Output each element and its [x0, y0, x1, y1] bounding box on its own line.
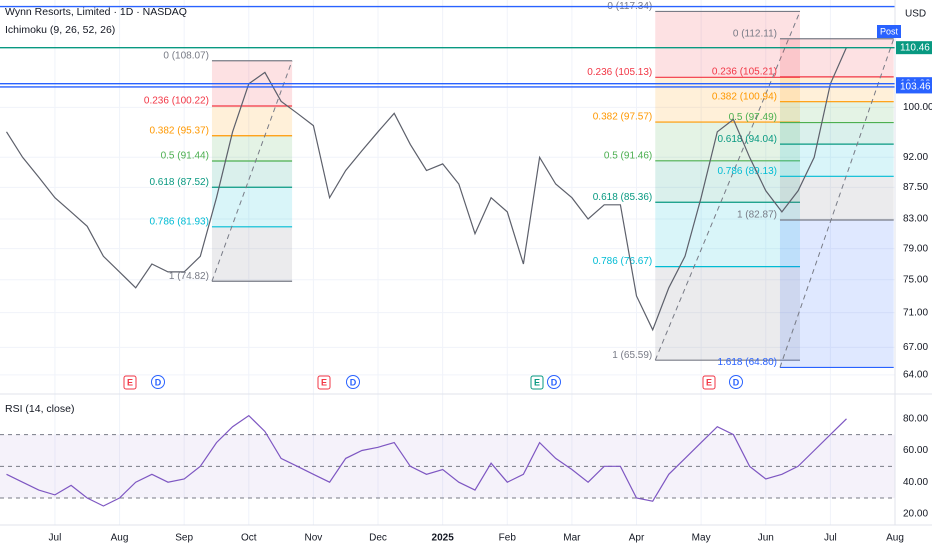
event: E: [321, 377, 327, 387]
y-tick-label: 92.00: [903, 152, 928, 163]
x-tick-label: Dec: [369, 533, 387, 544]
fib-label: 0.382 (97.57): [593, 112, 653, 123]
fib-zone: [655, 266, 801, 361]
event-icon: [346, 375, 360, 389]
fib-zone: [779, 76, 894, 102]
fib-zone: [655, 11, 801, 78]
fib-label: 0.786 (89.13): [717, 166, 777, 177]
fib-label: 1.618 (64.80): [717, 357, 777, 368]
x-tick-label: Jul: [824, 533, 837, 544]
y-tick-label: 79.00: [903, 243, 928, 254]
line-series: [5, 47, 848, 332]
price-badge: [896, 80, 932, 94]
fib-zone: [655, 160, 801, 203]
line-series: [6, 414, 847, 507]
price-badge: [896, 41, 932, 55]
fib-label: 0.382 (100.94): [712, 91, 777, 102]
fib-zone: [211, 105, 293, 136]
currency: USD: [905, 9, 926, 20]
y-tick-label: 100.00: [903, 102, 932, 113]
fib-zone: [211, 187, 293, 227]
x-tick-label: Sep: [175, 533, 193, 544]
fib-label: 1 (65.59): [612, 350, 652, 361]
fib-zone: [211, 135, 293, 161]
event: D: [733, 377, 740, 387]
y-tick-label: 83.00: [903, 214, 928, 225]
event-icon: [547, 375, 561, 389]
y-tick-label: 40.00: [903, 477, 928, 488]
event: D: [350, 377, 357, 387]
event-icon: [530, 375, 544, 390]
fib-trend: [211, 60, 293, 282]
x-tick-label: 2025: [432, 533, 455, 544]
event-icon: [317, 375, 331, 390]
fib-label: 0.786 (81.93): [149, 216, 209, 227]
price-label: 110.46: [900, 42, 930, 53]
y-tick-label: 60.00: [903, 445, 928, 456]
fib-label: 0 (108.07): [163, 50, 209, 61]
fib-zone: [779, 38, 894, 77]
fib-zone: [779, 122, 894, 145]
event-icon: [729, 375, 743, 389]
x-tick-label: Jun: [758, 533, 774, 544]
event-icon: [123, 375, 137, 390]
y-tick-label: 87.50: [903, 182, 928, 193]
fib-zone: [779, 176, 894, 220]
rsi-label: RSI (14, close): [5, 403, 74, 415]
x-tick-label: Oct: [241, 533, 257, 544]
fib-label: 1 (82.87): [737, 210, 777, 221]
y-tick-label: 64.00: [903, 370, 928, 381]
fib-zone: [655, 77, 801, 123]
y-tick-label: 67.00: [903, 342, 928, 353]
x-tick-label: Feb: [499, 533, 517, 544]
fib-zone: [655, 122, 801, 161]
fib-label: 0.5 (97.49): [729, 112, 777, 123]
fib-label: 0.382 (95.37): [149, 125, 209, 136]
fib-trend: [779, 38, 895, 368]
x-tick-label: Mar: [563, 533, 581, 544]
x-tick-label: May: [692, 533, 711, 544]
fib-zone: [211, 160, 293, 188]
y-tick-label: 71.00: [903, 307, 928, 318]
event-icon: [151, 375, 165, 389]
chart-title: Wynn Resorts, Limited · 1D · NASDAQ: [5, 6, 187, 18]
fib-label: 0.236 (105.21): [712, 67, 777, 78]
x-tick-label: Apr: [629, 533, 645, 544]
fib-label: 0.236 (100.22): [144, 96, 209, 107]
fib-zone: [779, 219, 894, 368]
event: E: [706, 377, 712, 387]
x-tick-label: Aug: [111, 533, 129, 544]
fib-label: 0.5 (91.44): [161, 151, 209, 162]
event-icon: [702, 375, 716, 390]
fib-label: 0.786 (76.67): [593, 256, 653, 267]
y-tick-label: 75.00: [903, 274, 928, 285]
event: D: [551, 377, 558, 387]
indicator-label: Ichimoku (9, 26, 52, 26): [5, 24, 115, 36]
fib-zone: [779, 144, 894, 177]
event: E: [127, 377, 133, 387]
fib-zone: [779, 101, 894, 123]
x-tick-label: Aug: [886, 533, 904, 544]
fib-label: 1 (74.82): [169, 271, 209, 282]
fib-label: 0.618 (85.36): [593, 192, 653, 203]
post-label: Post: [880, 26, 899, 36]
fib-zone: [211, 226, 293, 282]
fib-zone: [655, 202, 801, 267]
fib-label: 0 (112.11): [733, 28, 777, 39]
x-tick-label: Nov: [305, 533, 323, 544]
y-tick-label: 20.00: [903, 509, 928, 520]
fib-label: 0.618 (94.04): [717, 134, 777, 145]
fib-label: 0.618 (87.52): [149, 177, 209, 188]
event: D: [155, 377, 162, 387]
price-label: 103.46: [900, 82, 931, 93]
fib-label: 0.5 (91.46): [604, 150, 652, 161]
events: E D E D E D E D: [123, 375, 743, 390]
x-tick-label: Jul: [49, 533, 62, 544]
event: E: [534, 377, 540, 387]
y-tick-label: 80.00: [903, 413, 928, 424]
post-badge: [877, 25, 901, 38]
fib-label: 0.236 (105.13): [587, 67, 652, 78]
